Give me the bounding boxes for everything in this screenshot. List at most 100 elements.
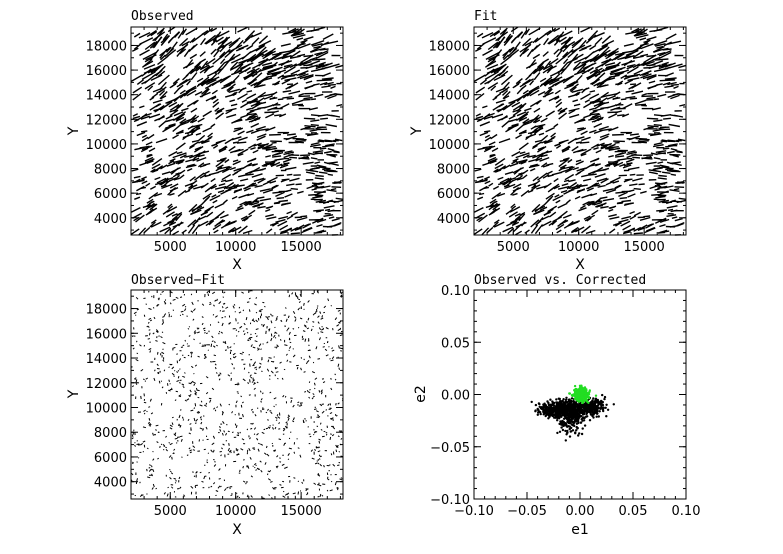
whisker — [240, 215, 248, 220]
whisker — [194, 331, 197, 335]
whisker — [537, 146, 545, 151]
whisker — [262, 189, 274, 194]
whisker — [170, 472, 174, 475]
whisker — [275, 404, 277, 406]
whisker — [201, 322, 204, 326]
whisker — [291, 32, 304, 37]
whisker — [135, 358, 139, 362]
whisker — [235, 207, 244, 212]
whisker — [636, 30, 644, 36]
whisker — [275, 317, 278, 320]
whisker — [515, 221, 527, 228]
whisker — [190, 485, 194, 489]
whisker — [323, 465, 325, 468]
whisker — [485, 51, 500, 61]
whisker — [217, 189, 225, 194]
whisker — [292, 310, 296, 315]
whisker — [233, 63, 244, 74]
whisker — [152, 483, 155, 488]
whisker — [194, 390, 197, 393]
whisker — [534, 32, 548, 43]
whisker — [262, 64, 276, 69]
whisker — [566, 199, 571, 204]
whisker — [594, 62, 606, 70]
whisker — [315, 63, 325, 68]
scatter-point — [564, 398, 568, 401]
scatter-point — [581, 427, 584, 430]
whisker — [216, 298, 218, 302]
whisker — [327, 478, 330, 481]
whisker — [190, 107, 198, 113]
whisker — [150, 63, 164, 74]
whisker — [292, 417, 295, 421]
whisker — [274, 80, 281, 85]
whisker — [178, 424, 182, 428]
whisker — [266, 69, 277, 75]
whisker — [484, 80, 491, 85]
scatter-point — [572, 421, 576, 425]
whisker — [659, 79, 676, 82]
whisker — [236, 434, 240, 437]
whisker — [277, 98, 284, 101]
whisker — [252, 319, 256, 323]
scatter-point — [580, 432, 584, 436]
scatter-point — [576, 418, 580, 422]
whisker — [267, 478, 271, 481]
whisker — [135, 296, 139, 300]
whisker — [185, 158, 196, 163]
whisker — [243, 458, 245, 461]
whisker — [479, 131, 489, 137]
whisker — [310, 67, 326, 73]
whisker — [564, 173, 575, 181]
whisker — [594, 102, 605, 110]
whisker — [327, 161, 338, 165]
whisker — [227, 86, 234, 93]
scatter-point — [589, 410, 593, 413]
whisker — [489, 207, 501, 215]
whisker — [256, 135, 266, 141]
whisker — [263, 104, 273, 109]
whisker — [227, 430, 230, 433]
scatter-point — [585, 411, 589, 415]
whisker — [192, 445, 196, 448]
whisker — [192, 157, 200, 162]
whisker — [204, 65, 214, 72]
whisker — [277, 74, 285, 80]
whisker — [172, 298, 176, 301]
whisker — [168, 441, 170, 444]
scatter-point — [598, 410, 601, 413]
whisker — [228, 39, 239, 49]
whisker — [187, 125, 194, 130]
whisker — [212, 449, 215, 453]
whisker — [334, 378, 337, 381]
scatter-point — [554, 409, 557, 412]
whisker — [498, 104, 508, 112]
whisker — [553, 123, 559, 128]
whisker — [256, 437, 259, 441]
whisker — [600, 178, 609, 184]
scatter-point — [566, 429, 569, 433]
whisker — [279, 113, 287, 118]
whisker — [177, 375, 180, 379]
whisker — [172, 78, 180, 85]
whisker — [629, 210, 635, 215]
whisker — [589, 90, 596, 93]
whisker — [269, 469, 272, 473]
whisker — [640, 43, 654, 50]
whisker — [271, 141, 277, 144]
whisker — [202, 126, 212, 133]
whisker — [267, 426, 271, 429]
whisker — [486, 226, 494, 234]
scatter-point — [575, 422, 579, 425]
whisker — [294, 316, 297, 319]
whisker — [175, 116, 185, 122]
whisker — [212, 223, 222, 231]
whisker — [240, 395, 243, 398]
whisker — [555, 223, 565, 231]
whisker — [216, 107, 225, 113]
whisker — [484, 176, 490, 180]
whisker — [338, 321, 342, 324]
whisker — [168, 205, 174, 210]
whisker — [162, 208, 171, 215]
whisker — [182, 375, 186, 378]
